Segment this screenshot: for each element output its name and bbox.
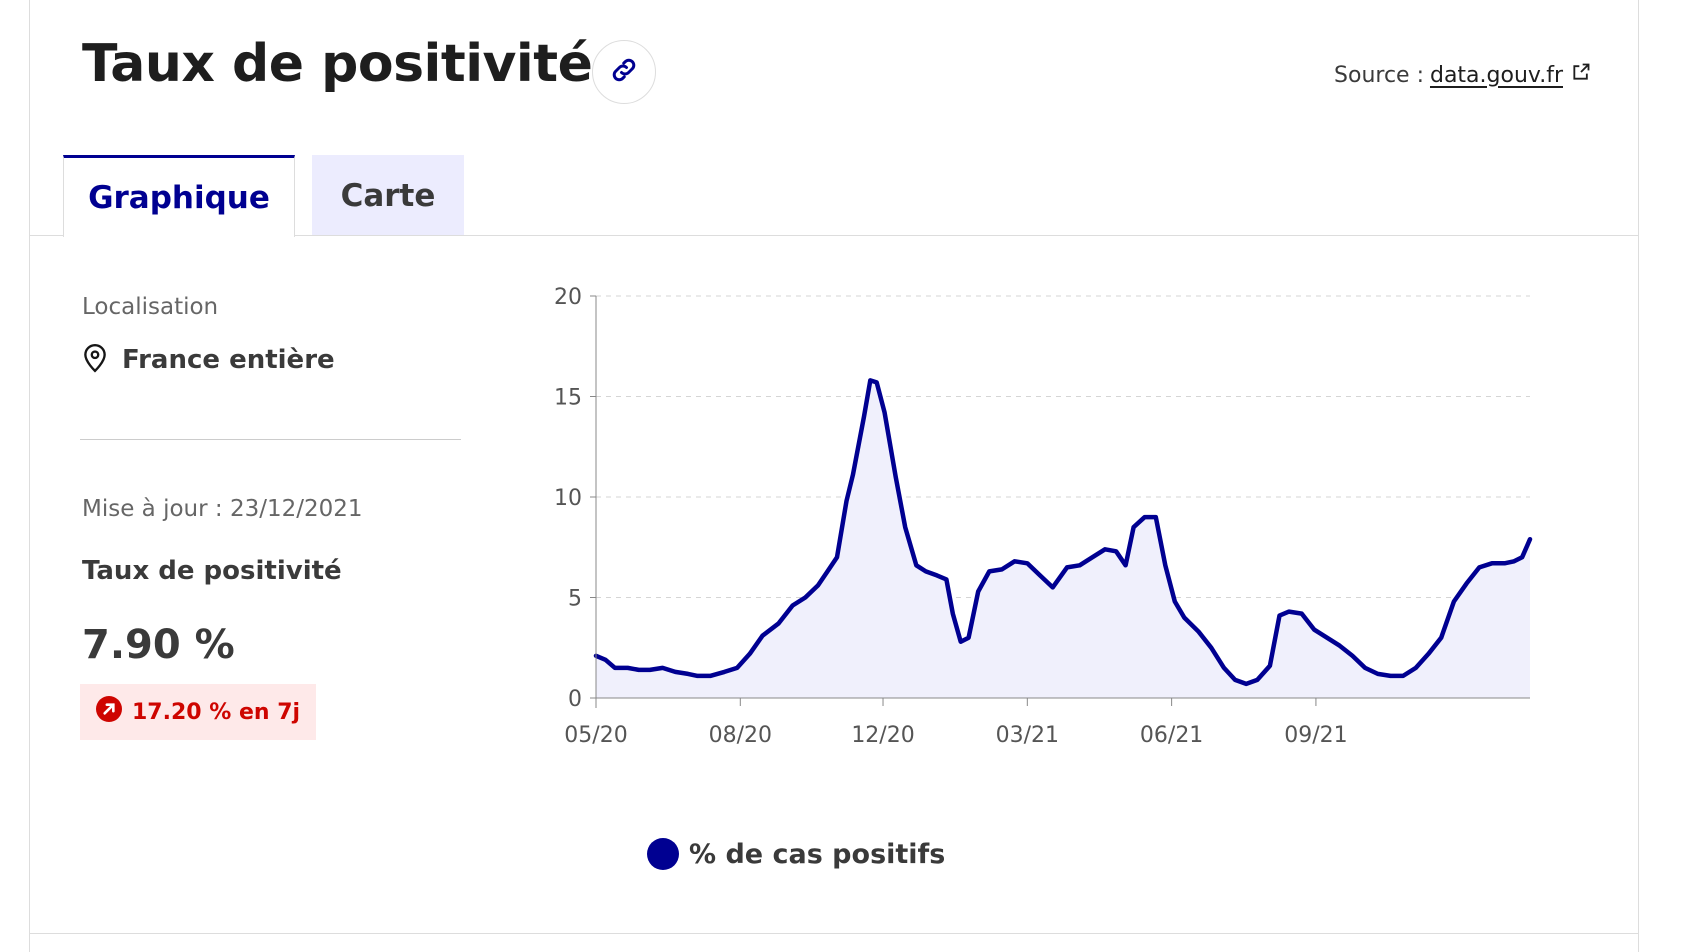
link-icon [609, 55, 639, 89]
source-link-label: data.gouv.fr [1429, 62, 1563, 88]
trend-up-icon [96, 696, 122, 728]
indicator-card: Taux de positivité Source : data.gouv.fr… [29, 0, 1639, 952]
location-value: France entière [122, 345, 335, 375]
tab-graphique[interactable]: Graphique [63, 155, 295, 237]
trend-text: 17.20 % en 7j [132, 699, 301, 725]
y-tick-label: 0 [568, 687, 582, 712]
x-tick-label: 12/20 [851, 723, 914, 748]
series-area [596, 380, 1530, 698]
series-line [593, 378, 1533, 687]
y-tick-label: 10 [554, 486, 582, 511]
tab-carte[interactable]: Carte [312, 155, 464, 236]
page-title: Taux de positivité [82, 34, 593, 94]
x-tick-label: 05/20 [564, 723, 627, 748]
kpi-value: 7.90 % [82, 622, 235, 668]
x-tick-label: 06/21 [1140, 723, 1203, 748]
sidebar-divider [80, 439, 461, 440]
chart-grid [596, 295, 1530, 598]
chart-legend[interactable]: % de cas positifs [647, 838, 945, 870]
x-tick-label: 08/20 [709, 723, 772, 748]
y-tick-label: 15 [554, 386, 582, 411]
x-tick-label: 09/21 [1284, 723, 1347, 748]
location-selector[interactable]: France entière [82, 343, 335, 377]
y-tick-label: 20 [554, 285, 582, 310]
update-date: Mise à jour : 23/12/2021 [82, 496, 363, 522]
source-line: Source : data.gouv.fr [1334, 62, 1591, 88]
y-tick-label: 5 [568, 587, 582, 612]
external-link-icon [1571, 62, 1591, 88]
legend-marker [647, 838, 679, 870]
source-prefix: Source : [1334, 62, 1424, 88]
x-tick-label: 03/21 [996, 723, 1059, 748]
location-label: Localisation [82, 294, 219, 320]
card-bottom-border [30, 933, 1638, 934]
positivity-chart: 0 5 10 15 20 05/20 08/20 12/20 03/21 06/21 09/21 [554, 285, 1533, 748]
trend-badge: 17.20 % en 7j [80, 684, 317, 740]
tabs-divider [30, 235, 1638, 236]
legend-label: % de cas positifs [689, 838, 946, 870]
copy-link-button[interactable] [592, 40, 656, 104]
source-link[interactable]: data.gouv.fr [1430, 62, 1591, 88]
chart-axes: 0 5 10 15 20 05/20 08/20 12/20 03/21 06/21 09/21 [554, 285, 1530, 748]
kpi-title: Taux de positivité [82, 556, 342, 586]
map-pin-icon [82, 343, 108, 377]
